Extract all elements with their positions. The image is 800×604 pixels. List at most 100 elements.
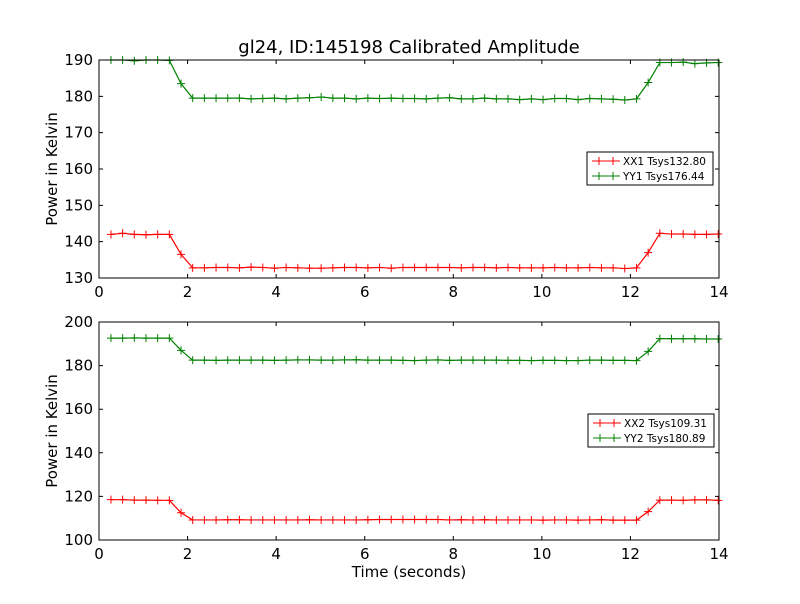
data-point-marker xyxy=(270,515,279,524)
data-point-marker xyxy=(106,230,115,239)
data-point-marker xyxy=(363,94,372,103)
data-point-marker xyxy=(130,333,139,342)
data-point-marker xyxy=(352,515,361,524)
data-point-marker xyxy=(200,263,209,272)
data-point-marker xyxy=(118,334,127,343)
data-point-marker xyxy=(375,515,384,524)
data-point-marker xyxy=(468,263,477,272)
series-xx2 xyxy=(106,495,723,525)
data-point-marker xyxy=(141,334,150,343)
data-point-marker xyxy=(433,263,442,272)
data-point-marker xyxy=(118,229,127,238)
data-point-marker xyxy=(188,94,197,103)
data-point-marker xyxy=(504,263,513,272)
data-point-marker xyxy=(293,515,302,524)
data-point-marker xyxy=(223,94,232,103)
data-point-marker xyxy=(165,496,174,505)
series-line xyxy=(110,232,719,270)
data-point-marker xyxy=(375,263,384,272)
data-point-marker xyxy=(433,515,442,524)
data-point-marker xyxy=(574,95,583,104)
data-point-marker xyxy=(410,356,419,365)
x-tick-label: 12 xyxy=(621,545,640,563)
data-point-marker xyxy=(212,263,221,272)
x-tick-label: 14 xyxy=(709,283,728,301)
data-point-marker xyxy=(317,264,326,273)
series-xx1 xyxy=(106,229,723,273)
data-point-marker xyxy=(352,263,361,272)
data-point-marker xyxy=(305,93,314,102)
y-axis-label: Power in Kelvin xyxy=(43,112,61,226)
x-tick-label: 8 xyxy=(449,545,459,563)
data-point-marker xyxy=(574,263,583,272)
x-tick-label: 6 xyxy=(360,283,370,301)
data-point-marker xyxy=(282,263,291,272)
data-point-marker xyxy=(422,515,431,524)
data-point-marker xyxy=(130,230,139,239)
data-point-marker xyxy=(433,355,442,364)
data-point-marker xyxy=(130,496,139,505)
data-point-marker xyxy=(270,264,279,273)
data-point-marker xyxy=(597,356,606,365)
data-point-marker xyxy=(212,94,221,103)
data-point-marker xyxy=(690,59,699,68)
data-point-marker xyxy=(539,516,548,525)
data-point-marker xyxy=(480,94,489,103)
legend: XX1 Tsys132.80 YY1 Tsys176.44 xyxy=(586,151,714,186)
legend-swatch xyxy=(592,172,620,180)
data-point-marker xyxy=(714,335,723,344)
series-line xyxy=(110,59,719,101)
data-point-marker xyxy=(106,495,115,504)
data-point-marker xyxy=(527,515,536,524)
data-point-marker xyxy=(679,58,688,67)
data-point-marker xyxy=(539,263,548,272)
data-point-marker xyxy=(188,263,197,272)
data-point-marker xyxy=(597,263,606,272)
data-point-marker xyxy=(305,264,314,273)
data-point-marker xyxy=(690,334,699,343)
data-point-marker xyxy=(340,263,349,272)
data-point-marker xyxy=(247,263,256,272)
x-tick-label: 12 xyxy=(621,283,640,301)
data-point-marker xyxy=(667,334,676,343)
data-point-marker xyxy=(632,356,641,365)
y-tick-label: 120 xyxy=(64,487,93,505)
y-tick-label: 150 xyxy=(64,196,93,214)
data-point-marker xyxy=(398,515,407,524)
x-tick-label: 4 xyxy=(271,545,281,563)
data-point-marker xyxy=(141,496,150,505)
data-point-marker xyxy=(106,334,115,343)
data-point-marker xyxy=(457,356,466,365)
data-point-marker xyxy=(492,515,501,524)
legend-swatch xyxy=(593,419,621,427)
legend-label: YY1 Tsys176.44 xyxy=(622,171,705,183)
x-tick-label: 6 xyxy=(360,545,370,563)
data-point-marker xyxy=(177,508,186,517)
data-point-marker xyxy=(609,356,618,365)
x-tick-label: 2 xyxy=(183,545,193,563)
data-point-marker xyxy=(620,516,629,525)
data-point-marker xyxy=(690,495,699,504)
data-point-marker xyxy=(585,94,594,103)
data-point-marker xyxy=(247,94,256,103)
x-tick-label: 0 xyxy=(94,545,104,563)
data-point-marker xyxy=(655,229,664,238)
data-point-marker xyxy=(398,263,407,272)
x-tick-label: 14 xyxy=(709,545,728,563)
y-tick-label: 160 xyxy=(64,400,93,418)
data-point-marker xyxy=(492,356,501,365)
data-point-marker xyxy=(480,263,489,272)
subplot-2: 0 2 4 6 8 10 12 14 100 120 140 160 180 200 Power in Ke… xyxy=(43,313,729,581)
data-point-marker xyxy=(212,356,221,365)
legend-swatch xyxy=(592,157,620,165)
data-point-marker xyxy=(387,515,396,524)
y-tick-label: 130 xyxy=(64,269,93,287)
y-tick-label: 180 xyxy=(64,87,93,105)
data-point-marker xyxy=(504,515,513,524)
data-point-marker xyxy=(562,263,571,272)
y-tick-label: 200 xyxy=(64,313,93,331)
data-point-marker xyxy=(375,94,384,103)
data-point-marker xyxy=(153,230,162,239)
data-point-marker xyxy=(235,356,244,365)
